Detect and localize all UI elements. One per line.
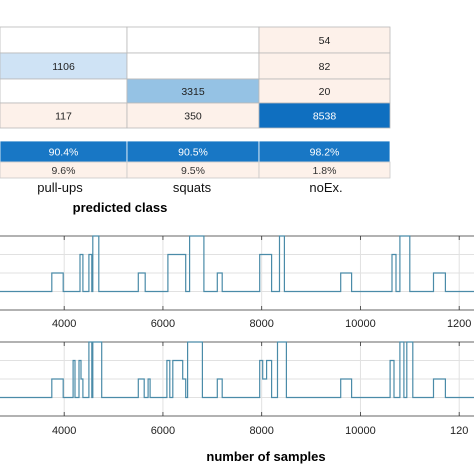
x-tick-label: 8000 <box>249 318 273 330</box>
class-label: noEx. <box>309 180 342 195</box>
predicted-class-label: predicted class <box>73 200 168 215</box>
matrix-cell <box>126 26 260 54</box>
matrix-cell <box>258 78 391 104</box>
matrix-cell-value: 1106 <box>52 61 75 73</box>
matrix-cell-value: 3315 <box>181 86 205 98</box>
signal-plot-bottom: 4000 6000 8000 10000 120 <box>0 341 474 437</box>
x-axis-label: number of samples <box>206 449 325 464</box>
precision-summary: 90.4% 90.5% 98.2% 9.6% 9.5% 1.8% <box>0 140 391 179</box>
summary-cell-value: 98.2% <box>310 147 340 159</box>
summary-cell-value: 90.4% <box>49 147 79 159</box>
confusion-matrix: 54 1106 82 3315 20 117 350 8538 <box>0 26 391 129</box>
matrix-cell-value: 350 <box>184 111 202 123</box>
x-tick-label: 10000 <box>345 425 376 437</box>
matrix-cell <box>0 52 128 80</box>
signal-trace <box>0 341 474 399</box>
x-tick-label: 8000 <box>249 425 273 437</box>
x-tick-label: 10000 <box>345 318 376 330</box>
matrix-cell <box>0 78 128 104</box>
x-tick-label: 1200 <box>447 318 471 330</box>
x-tick-label: 6000 <box>151 318 175 330</box>
summary-cell-value: 9.5% <box>181 165 205 177</box>
summary-cell-value: 9.6% <box>52 165 76 177</box>
summary-cell-value: 1.8% <box>313 165 337 177</box>
matrix-cell-value: 20 <box>319 86 331 98</box>
matrix-cell <box>126 78 260 104</box>
matrix-cell <box>258 102 391 129</box>
signal-trace <box>0 235 474 293</box>
matrix-cell <box>126 52 260 80</box>
signal-plot-top: 4000 6000 8000 10000 1200 <box>0 235 474 330</box>
summary-cell-value: 90.5% <box>178 147 208 159</box>
matrix-cell-value: 117 <box>55 111 72 123</box>
matrix-cell-value: 82 <box>319 61 331 73</box>
class-label: squats <box>173 180 212 195</box>
x-tick-label: 6000 <box>151 425 175 437</box>
matrix-cell <box>0 26 128 54</box>
x-tick-label: 120 <box>450 425 468 437</box>
x-tick-label: 4000 <box>52 425 76 437</box>
matrix-cell <box>258 26 391 54</box>
summary-cell <box>258 161 391 179</box>
matrix-cell-value: 8538 <box>313 111 337 123</box>
matrix-cell-value: 54 <box>319 35 331 47</box>
class-labels: pull-ups squats noEx. <box>37 180 342 195</box>
class-label: pull-ups <box>37 180 83 195</box>
x-tick-label: 4000 <box>52 318 76 330</box>
